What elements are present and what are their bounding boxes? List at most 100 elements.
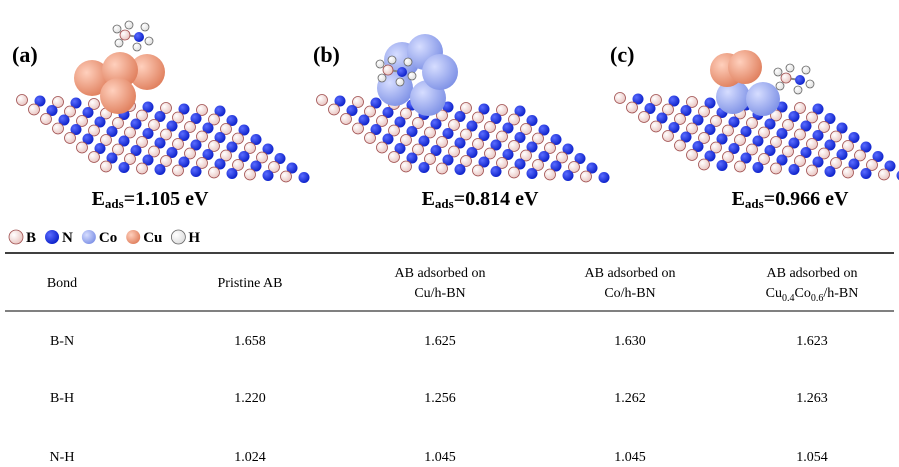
atom: [377, 142, 388, 153]
atom: [437, 163, 448, 174]
bond-length: 1.220: [234, 391, 266, 406]
atom: [397, 67, 407, 77]
bond-length: 1.262: [614, 391, 646, 406]
atom: [134, 32, 144, 42]
energy-value: =1.105 eV: [124, 188, 209, 210]
atom: [299, 172, 310, 183]
atom: [663, 131, 674, 142]
bond-length: 1.625: [424, 334, 456, 349]
atom: [388, 56, 396, 64]
bond-name: B-N: [50, 334, 74, 349]
atom: [133, 43, 141, 51]
atom: [65, 133, 76, 144]
atom: [245, 169, 256, 180]
bond-name: N-H: [50, 450, 75, 465]
panel-label: (b): [313, 42, 340, 67]
bond-length: 1.045: [614, 450, 646, 465]
atom: [317, 95, 328, 106]
atom: [141, 23, 149, 31]
atom: [699, 159, 710, 170]
atom: [687, 150, 698, 161]
atom: [353, 123, 364, 134]
atom: [639, 112, 650, 123]
atom: [155, 164, 166, 175]
atom: [41, 114, 52, 125]
atom: [802, 66, 810, 74]
column-header: AB adsorbed on: [585, 266, 676, 281]
atom: [753, 162, 764, 173]
bond-name: B-H: [50, 391, 74, 406]
bond-table: Bond Pristine AB AB adsorbed on Cu/h-BN AB a…: [5, 253, 894, 465]
atom: [581, 171, 592, 182]
atom: [101, 161, 112, 172]
atom: [281, 171, 292, 182]
atom: [126, 230, 140, 244]
atom: [191, 166, 202, 177]
atom: [527, 168, 538, 179]
atom: [341, 114, 352, 125]
atom: [509, 167, 520, 178]
panel-label: (a): [12, 42, 38, 67]
atom: [227, 168, 238, 179]
atom: [789, 164, 800, 175]
header-subscript: 0.6: [811, 293, 824, 304]
bond-length: 1.024: [234, 450, 266, 465]
structures: [9, 21, 899, 244]
header-part: /h-BN: [823, 286, 858, 301]
energy-symbol: E: [422, 188, 435, 210]
atom: [9, 230, 23, 244]
bond-length: 1.263: [796, 391, 828, 406]
header-subscript: 0.4: [782, 293, 795, 304]
atom: [29, 104, 40, 115]
header-part: Co/h-BN: [604, 286, 655, 301]
adsorption-energy: Eads=1.105 eV: [92, 188, 209, 211]
bond-length: 1.045: [424, 450, 456, 465]
atom: [404, 58, 412, 66]
atom: [746, 82, 780, 116]
atom: [728, 50, 762, 84]
atom: [545, 169, 556, 180]
atom: [599, 172, 610, 183]
atom: [879, 169, 890, 180]
atom: [119, 162, 130, 173]
column-header: Co/h-BN: [604, 286, 655, 301]
atom: [263, 170, 274, 181]
atom: [419, 162, 430, 173]
atom: [825, 166, 836, 177]
atom: [806, 80, 814, 88]
energy-subscript: ads: [435, 196, 454, 211]
column-header: AB adsorbed on: [767, 266, 858, 281]
adsorption-energy: Eads=0.966 eV: [732, 188, 849, 211]
atom: [563, 170, 574, 181]
atom: [173, 165, 184, 176]
header-part: Cu: [766, 286, 782, 301]
atom: [89, 152, 100, 163]
bond-length: 1.256: [424, 391, 456, 406]
atom: [137, 163, 148, 174]
atom: [209, 167, 220, 178]
bond-length: 1.623: [796, 334, 828, 349]
energy-symbol: E: [92, 188, 105, 210]
atom: [717, 160, 728, 171]
atom: [401, 161, 412, 172]
atom: [171, 230, 185, 244]
bond-length: 1.054: [796, 450, 828, 465]
atom: [491, 166, 502, 177]
column-header: Pristine AB: [218, 276, 283, 291]
figure: (a)Eads=1.105 eV(b)Eads=0.814 eV(c)Eads=…: [0, 0, 899, 467]
legend-label: B: [26, 230, 36, 246]
column-header: Cu/h-BN: [414, 286, 465, 301]
atom: [365, 133, 376, 144]
energy-symbol: E: [732, 188, 745, 210]
bond-length: 1.630: [614, 334, 646, 349]
atom: [378, 74, 386, 82]
atom: [145, 37, 153, 45]
atom: [781, 73, 791, 83]
atom: [627, 102, 638, 113]
legend-label: Cu: [143, 230, 162, 246]
legend-label: N: [62, 230, 73, 246]
column-header: Bond: [47, 276, 77, 291]
atom: [771, 163, 782, 174]
energy-value: =0.966 eV: [764, 188, 849, 210]
atom: [45, 230, 59, 244]
